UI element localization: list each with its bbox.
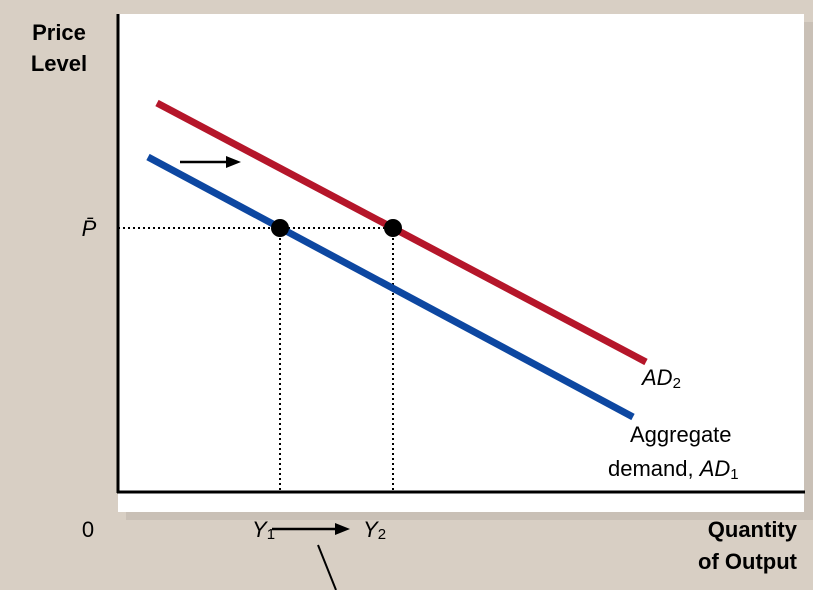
ad1-label-prefix: demand, <box>608 456 700 481</box>
ad1-label-line2: demand, AD1 <box>608 456 739 483</box>
ad1-label-main: AD <box>698 456 731 481</box>
x-axis-label-line1: Quantity <box>708 517 798 542</box>
y2-label-sub: 2 <box>378 526 386 543</box>
x-axis-label-line2: of Output <box>698 549 798 574</box>
y2-label: Y2 <box>363 517 386 543</box>
y1-label-main: Y <box>252 517 268 542</box>
shift-arrow-icon <box>180 156 241 168</box>
equilibrium-point-ad1 <box>271 219 289 237</box>
y1-label: Y1 <box>252 517 275 543</box>
output-shift-arrow-icon <box>272 523 350 535</box>
ad2-label-sub: 2 <box>673 375 681 392</box>
ad1-label-sub: 1 <box>730 466 738 483</box>
ad1-label-line1: Aggregate <box>630 422 732 447</box>
annotation-pointer-line <box>317 544 337 590</box>
y2-label-main: Y <box>363 517 379 542</box>
price-level-label: P̄ <box>82 216 97 241</box>
y-axis-label-line2: Level <box>31 51 87 76</box>
ad2-label: AD2 <box>640 365 681 392</box>
ad1-curve <box>146 153 635 421</box>
origin-label: 0 <box>82 517 94 542</box>
ad2-label-main: AD <box>640 365 673 390</box>
y1-label-sub: 1 <box>267 526 275 543</box>
y-axis-label-line1: Price <box>32 20 86 45</box>
equilibrium-point-ad2 <box>384 219 402 237</box>
ad2-curve <box>155 99 648 366</box>
